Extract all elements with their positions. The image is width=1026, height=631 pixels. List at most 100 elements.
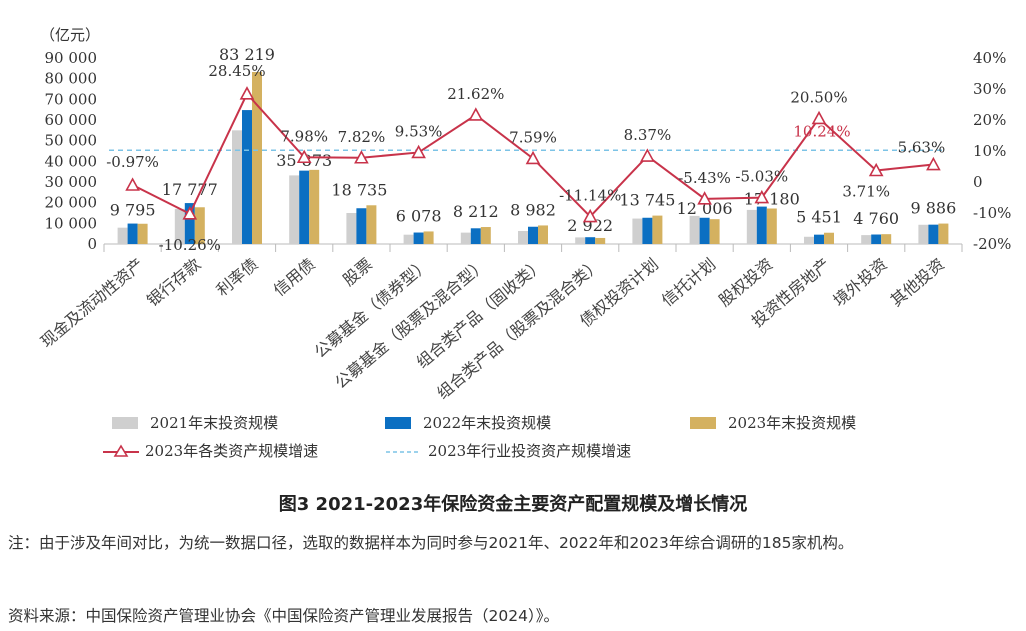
legend-item-2022: 2022年末投资规模 [385,412,551,433]
bar-value-label: 17 180 [744,190,800,209]
growth-value-label: 5.63% [898,139,946,157]
bar-2023 [480,227,491,244]
y2-tick-label: 0 [973,173,983,191]
x-category-label: 银行存款 [143,255,204,311]
growth-value-label: -5.03% [735,168,788,186]
growth-marker-triangle [754,189,770,204]
bar-2022 [585,237,596,244]
bar-2023 [137,223,148,244]
legend-label-growth: 2023年各类资产规模增速 [145,442,319,460]
bar-value-label: 12 006 [677,199,733,218]
growth-marker-triangle [296,149,312,164]
growth-marker-triangle [354,150,369,164]
bar-2021 [861,235,872,244]
bar-2022 [470,228,481,244]
bar-value-label: 18 735 [331,180,387,199]
x-category-label: 其他投资 [887,255,948,311]
bar-2022 [299,170,310,244]
bar-2021 [346,213,357,244]
bar-value-label: 17 777 [162,180,218,199]
growth-value-label: 3.71% [842,182,890,200]
growth-marker-triangle [239,86,255,100]
y2-tick-label: -10% [973,204,1011,222]
growth-marker-triangle [582,208,598,223]
bar-value-label: 8 212 [453,202,499,221]
growth-value-label: -0.97% [106,153,159,171]
figure-source: 资料来源：中国保险资产管理业协会《中国保险资产管理业发展报告（2024）》。 [8,607,559,625]
y-tick-label: 0 [87,235,97,253]
bar-value-label: 5 451 [796,208,842,227]
growth-value-label: 7.82% [338,128,386,146]
bar-value-label: 83 219 [219,45,275,64]
bar-2021 [117,227,128,244]
bar-2023 [538,225,548,244]
bar-2023 [824,232,834,244]
bar-2022 [756,206,767,244]
bar-2023 [938,223,949,244]
growth-marker-triangle [868,162,884,177]
bar-2021 [232,130,242,244]
bar-2023 [194,207,205,244]
bar-2022 [814,234,824,244]
legend-label-2023: 2023年末投资规模 [728,414,857,432]
growth-marker-triangle [640,148,655,162]
legend-swatch-2022 [385,416,411,429]
bar-2022 [642,217,653,244]
x-category-label: 信托计划 [658,255,719,311]
growth-value-label: -11.14% [559,187,621,205]
y2-tick-label: -20% [973,235,1011,253]
bar-2021 [518,230,528,244]
bar-2023 [709,219,720,244]
growth-marker-triangle [125,177,140,191]
y-tick-label: 10 000 [45,214,98,232]
growth-marker-triangle [697,191,712,205]
bar-value-label: 9 886 [910,199,956,218]
bar-value-label: 2 922 [567,216,613,235]
bar-2022 [871,234,882,244]
industry-growth-label: 10.24% [793,122,850,140]
growth-marker-triangle [182,206,198,220]
bar-2022 [127,223,138,244]
bar-2022 [928,224,939,244]
bar-2023 [423,231,434,244]
y-tick-label: 30 000 [45,173,98,191]
bar-value-label: 13 745 [619,191,675,210]
growth-marker-triangle [926,156,941,171]
x-category-label: 现金及流动性资产 [37,255,147,352]
y2-tick-label: 30% [973,80,1006,98]
bar-2023 [366,205,377,244]
bar-2022 [242,110,252,244]
growth-value-label: 20.50% [790,88,847,106]
x-category-label: 境外投资 [830,255,891,311]
growth-value-label: -5.43% [678,169,731,187]
bar-value-label: 9 795 [110,201,156,220]
growth-marker-triangle [525,150,541,165]
bar-value-label: 6 078 [396,206,442,225]
bar-2023 [595,237,606,244]
growth-value-label: 7.59% [509,128,557,146]
bar-2023 [652,215,663,244]
legend-swatch-2021 [112,416,138,429]
y-tick-label: 60 000 [45,111,98,129]
y-tick-label: 80 000 [45,70,98,88]
y-axis-unit-label: （亿元） [40,26,100,44]
legend-label-industry: 2023年行业投资资产规模增速 [428,442,632,460]
y-tick-label: 20 000 [45,194,98,212]
legend-item-2021: 2021年末投资规模 [112,412,278,433]
bar-2022 [413,232,424,244]
bar-2021 [174,208,185,244]
growth-value-label: 28.45% [208,62,265,80]
bar-2022 [528,226,538,244]
growth-marker-triangle [468,107,484,121]
bar-2021 [575,237,586,244]
legend-label-2021: 2021年末投资规模 [150,414,279,432]
y-tick-label: 90 000 [45,49,98,67]
bar-2023 [252,72,262,244]
legend-item-growth: 2023年各类资产规模增速 [103,440,318,461]
legend-item-2023: 2023年末投资规模 [690,412,856,433]
y2-tick-label: 10% [973,142,1006,160]
bar-2021 [632,218,643,244]
bar-2021 [289,175,300,244]
legend-item-industry: 2023年行业投资资产规模增速 [386,440,631,461]
x-category-label: 利率债 [213,255,262,300]
